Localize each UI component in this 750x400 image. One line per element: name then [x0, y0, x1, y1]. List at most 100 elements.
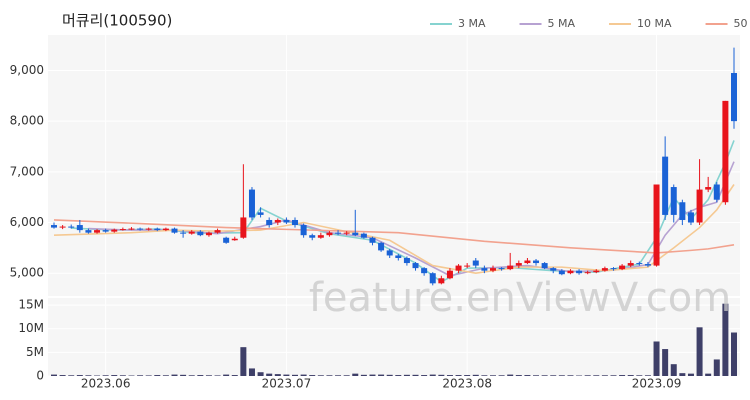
candle-body	[576, 270, 583, 274]
candle-body	[395, 255, 402, 258]
candle-body	[214, 230, 221, 233]
volume-bar	[421, 375, 428, 376]
candle-body	[205, 232, 212, 236]
candle-body	[464, 265, 471, 267]
candle-body	[550, 268, 557, 271]
candle-body	[335, 232, 342, 234]
volume-bar	[533, 375, 540, 376]
candle-body	[171, 228, 178, 233]
volume-bar	[205, 375, 212, 376]
candle-body	[722, 100, 729, 203]
volume-bar	[292, 374, 299, 376]
volume-bar	[593, 375, 600, 376]
candle-body	[670, 187, 677, 215]
candle-body	[343, 232, 350, 234]
volume-bar	[515, 375, 522, 376]
candle-body	[248, 189, 255, 218]
volume-bar	[619, 375, 626, 376]
candle-body	[662, 156, 669, 215]
volume-bar	[386, 374, 393, 376]
candle-body	[541, 263, 548, 269]
candle-body	[498, 268, 505, 270]
volume-bar	[343, 375, 350, 376]
chart-title: 머큐리(100590)	[62, 12, 172, 30]
volume-bar	[584, 375, 591, 376]
candle-body	[145, 228, 152, 230]
volume-bar	[360, 374, 367, 376]
candle-body	[644, 264, 651, 266]
volume-bar	[171, 374, 178, 376]
candle-body	[438, 278, 445, 284]
volume-bar	[429, 374, 436, 376]
candle-body	[533, 260, 540, 264]
candle-body	[76, 225, 83, 231]
candle-body	[59, 226, 66, 228]
candle-body	[558, 270, 565, 275]
volume-bar	[644, 375, 651, 376]
volume-bar	[438, 374, 445, 376]
candle-body	[446, 270, 453, 279]
candle-body	[180, 232, 187, 234]
ma-line	[53, 219, 735, 254]
candle-body	[403, 257, 410, 264]
volume-bar	[567, 375, 574, 376]
y-tick-label: 7,000	[10, 164, 44, 178]
candle-body	[610, 268, 617, 270]
candle-body	[696, 189, 703, 223]
y-tick-label: 6,000	[10, 215, 44, 229]
volume-bar	[498, 375, 505, 376]
candle-body	[326, 232, 333, 236]
volume-bar	[481, 375, 488, 376]
volume-bar	[59, 375, 66, 376]
candle-body	[51, 225, 57, 228]
volume-bar	[137, 375, 144, 376]
candle-body	[412, 263, 419, 269]
volume-bar	[309, 375, 316, 376]
volume-bar	[68, 375, 75, 376]
candle-body	[713, 184, 720, 200]
candle-body	[292, 219, 299, 226]
candle-body	[111, 229, 118, 232]
volume-bar	[524, 375, 531, 376]
volume-bar	[188, 375, 195, 376]
candle-body	[223, 237, 230, 243]
volume-tick-label: 0	[36, 369, 44, 383]
candle-body	[627, 263, 634, 266]
candle-body	[524, 260, 531, 264]
volume-bar	[317, 375, 324, 376]
volume-bar	[550, 375, 557, 376]
candle-body	[85, 230, 92, 233]
volume-bar	[85, 375, 92, 376]
x-tick-label: 2023.09	[632, 377, 682, 391]
candle-body	[257, 212, 264, 215]
volume-bar	[111, 375, 118, 376]
candle-body	[593, 270, 600, 273]
watermark: feature.enViewV.com	[309, 275, 731, 321]
candle-body	[481, 268, 488, 271]
candle-body	[119, 229, 126, 231]
candle-body	[731, 73, 737, 122]
candle-body	[601, 268, 608, 271]
candle-body	[283, 219, 290, 223]
volume-bar	[223, 374, 230, 376]
volume-bar	[464, 375, 471, 376]
y-tick-label: 9,000	[10, 63, 44, 77]
volume-bar	[352, 373, 359, 376]
volume-bar	[283, 374, 290, 376]
volume-bar	[51, 374, 57, 376]
volume-bar	[257, 372, 264, 376]
candle-body	[309, 235, 316, 238]
legend-label: 50 MA	[734, 17, 750, 30]
volume-bar	[335, 375, 342, 376]
candle-body	[507, 265, 514, 270]
volume-bar	[102, 375, 109, 376]
volume-bar	[713, 359, 720, 376]
candle-body	[197, 231, 204, 236]
ma-line	[53, 184, 735, 275]
volume-tick-label: 5M	[26, 345, 44, 359]
candle-body	[300, 225, 307, 236]
y-tick-label: 5,000	[10, 266, 44, 280]
volume-bar	[472, 374, 479, 376]
x-tick-label: 2023.07	[262, 377, 312, 391]
volume-bar	[541, 375, 548, 376]
